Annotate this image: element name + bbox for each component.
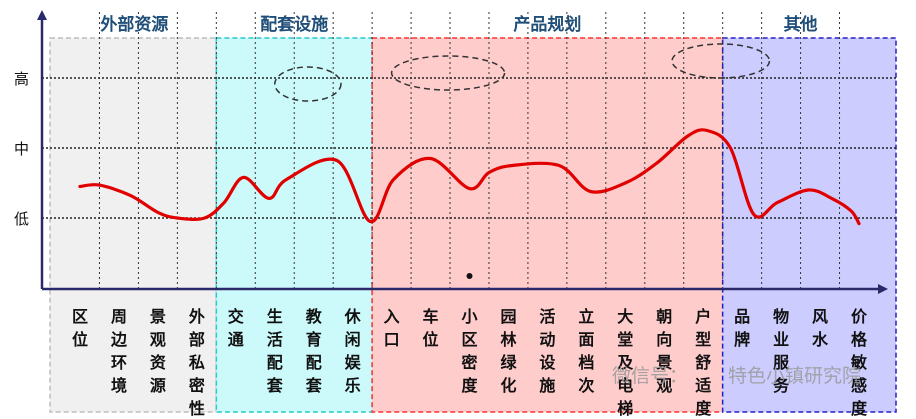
group-band xyxy=(215,37,373,413)
category-label: 入口 xyxy=(384,307,400,349)
y-level-label: 中 xyxy=(14,140,29,158)
group-band xyxy=(721,37,897,413)
category-label: 外部私密性 xyxy=(188,307,205,418)
y-level-label: 高 xyxy=(14,70,29,88)
category-label: 品牌 xyxy=(734,307,750,349)
category-label: 生活配套 xyxy=(266,307,284,395)
highlight-ellipse xyxy=(671,43,771,79)
grid-lines xyxy=(42,12,896,289)
category-label: 交通 xyxy=(228,307,244,349)
category-label: 立面档次 xyxy=(578,307,594,395)
group-labels: 外部资源 配套设施 产品规划 其他 xyxy=(100,14,817,35)
category-label: 区位 xyxy=(72,307,88,349)
category-label: 教育配套 xyxy=(305,307,323,395)
series-line xyxy=(78,128,861,279)
x-axis-arrow xyxy=(878,284,888,294)
category-label: 物业服务 xyxy=(773,307,790,395)
category-label: 周边环境 xyxy=(110,307,128,395)
category-label: 休闲娱乐 xyxy=(344,307,362,395)
category-label: 车位 xyxy=(423,307,439,349)
watermark-name: 特色小镇研究院 xyxy=(728,365,861,387)
group-band xyxy=(49,37,218,413)
watermark-brand: 微信号： xyxy=(612,365,688,387)
y-axis-arrow xyxy=(37,10,47,20)
highlight-ellipse xyxy=(390,55,506,91)
group-label: 产品规划 xyxy=(513,14,581,35)
category-label: 大堂及电梯 xyxy=(617,307,634,418)
y-level-label: 低 xyxy=(14,210,29,228)
importance-curve xyxy=(78,128,861,226)
category-label: 园林绿化 xyxy=(500,307,517,395)
axes xyxy=(37,10,888,294)
highlight-ellipse xyxy=(274,66,342,102)
group-label: 外部资源 xyxy=(100,14,168,35)
category-label: 朝向景观 xyxy=(656,307,672,395)
category-label: 户型舒适度 xyxy=(695,307,712,418)
category-label: 价格敏感度 xyxy=(850,307,868,418)
category-label: 小区密度 xyxy=(460,307,478,395)
group-label: 其他 xyxy=(784,14,818,35)
category-group-bands xyxy=(49,37,897,413)
data-point-marker xyxy=(466,273,473,279)
highlight-ellipses xyxy=(274,43,771,102)
category-label: 活动设施 xyxy=(539,307,556,395)
category-label: 景观资源 xyxy=(150,307,166,395)
group-label: 配套设施 xyxy=(260,14,328,35)
y-axis-labels: 低中高 xyxy=(14,70,29,228)
category-label: 风水 xyxy=(812,307,829,349)
watermark: 微信号： 特色小镇研究院 xyxy=(612,365,861,387)
